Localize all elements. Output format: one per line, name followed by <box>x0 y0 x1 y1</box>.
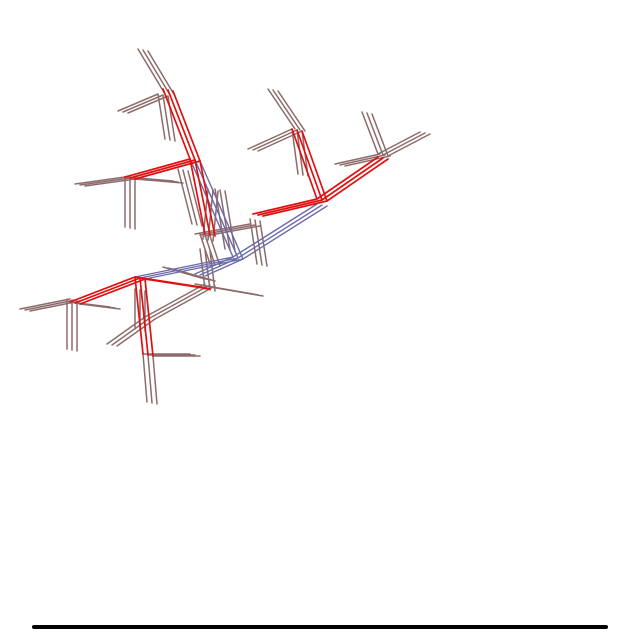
branch-line-9-copy-1 <box>361 111 379 155</box>
branch-line-10-copy-3 <box>387 133 431 157</box>
highlight-line-2-copy-3 <box>134 160 201 180</box>
highlight-line-5-copy-2 <box>257 157 384 216</box>
branch-line-2-copy-2 <box>122 94 171 141</box>
highlight-line-7-copy-3 <box>144 278 154 357</box>
branch-line-16-copy-2 <box>204 234 216 266</box>
highlight-line-4-copy-2 <box>296 129 323 201</box>
branch-line-24-copy-1 <box>144 283 206 318</box>
branch-line-3-copy-3 <box>84 178 136 187</box>
connector-line-3-copy-1 <box>232 203 318 258</box>
highlight-line-7-copy-1 <box>134 276 144 355</box>
branch-line-1-copy-2 <box>142 49 171 96</box>
branch-line-24-copy-3 <box>154 285 216 320</box>
branch-line-23-copy-2 <box>111 317 151 346</box>
connector-line-2-copy-1 <box>134 256 234 278</box>
branch-line-19-copy-1 <box>199 248 206 290</box>
branch-line-22-copy-3 <box>79 303 121 310</box>
branch-line-5-copy-3 <box>134 178 184 184</box>
connector-line-3-copy-2 <box>237 204 323 259</box>
branch-line-16-copy-1 <box>199 233 211 265</box>
branch-line-6-copy-2 <box>272 89 301 131</box>
highlight-line-5-copy-1 <box>252 156 379 215</box>
branch-lines <box>19 48 431 405</box>
highlight-line-1-copy-3 <box>172 90 201 162</box>
connector-line-4-copy-1 <box>194 256 234 275</box>
branch-line-8-copy-1 <box>334 153 381 165</box>
highlighted-path <box>69 88 389 357</box>
connector-line-4-copy-3 <box>204 258 244 277</box>
branch-line-26-copy-1 <box>142 353 148 403</box>
branch-line-6-copy-3 <box>277 90 306 132</box>
connector-lines <box>134 158 328 280</box>
branch-line-2-copy-3 <box>127 95 176 142</box>
branch-line-26-copy-2 <box>147 354 153 404</box>
branch-line-1-copy-3 <box>147 50 176 97</box>
connector-line-1-copy-2 <box>194 159 239 259</box>
connector-line-4-copy-2 <box>199 257 239 276</box>
connector-line-1-copy-1 <box>189 158 234 258</box>
branch-line-15-copy-2 <box>254 219 263 266</box>
highlight-line-5-copy-3 <box>262 158 389 217</box>
highlight-line-1-copy-1 <box>162 88 191 160</box>
highlight-line-2-copy-2 <box>129 159 196 179</box>
highlight-line-3-copy-2 <box>194 159 211 236</box>
highlight-line-4-copy-1 <box>291 128 318 200</box>
highlight-line-1-copy-2 <box>167 89 196 161</box>
highlight-line-4-copy-3 <box>301 130 328 202</box>
branch-line-1-copy-1 <box>137 48 166 95</box>
highlight-line-2-copy-1 <box>124 158 191 178</box>
branch-line-3-copy-2 <box>79 177 131 186</box>
branch-line-23-copy-3 <box>116 318 156 347</box>
branch-line-26-copy-3 <box>152 355 158 405</box>
highlight-line-3-copy-3 <box>199 160 216 237</box>
branch-line-9-copy-2 <box>366 112 384 156</box>
connector-line-1-copy-3 <box>199 160 244 260</box>
branch-line-2-copy-1 <box>117 93 166 140</box>
branch-line-12-copy-2 <box>182 169 198 226</box>
branch-line-12-copy-1 <box>177 168 193 225</box>
branch-line-23-copy-1 <box>106 316 146 345</box>
branch-line-3-copy-1 <box>74 176 126 185</box>
branch-line-13-copy-3 <box>224 190 236 252</box>
branch-line-19-copy-3 <box>209 250 216 292</box>
connector-line-3-copy-3 <box>242 205 328 260</box>
branch-line-20-copy-1 <box>19 298 71 310</box>
branch-line-19-copy-2 <box>204 249 211 291</box>
branch-line-12-copy-3 <box>187 170 203 227</box>
branch-line-15-copy-3 <box>259 220 268 267</box>
branch-line-15-copy-1 <box>249 218 258 265</box>
branch-line-6-copy-1 <box>267 88 296 130</box>
branch-line-16-copy-3 <box>209 235 221 267</box>
branch-line-10-copy-2 <box>382 132 426 156</box>
branch-line-24-copy-2 <box>149 284 211 319</box>
highlight-line-3-copy-1 <box>189 158 206 235</box>
bottom-rule <box>32 625 608 629</box>
branch-line-9-copy-3 <box>371 113 389 157</box>
highlight-line-7-copy-2 <box>139 277 149 356</box>
branch-line-10-copy-1 <box>377 131 421 155</box>
branch-line-13-copy-2 <box>219 189 231 251</box>
